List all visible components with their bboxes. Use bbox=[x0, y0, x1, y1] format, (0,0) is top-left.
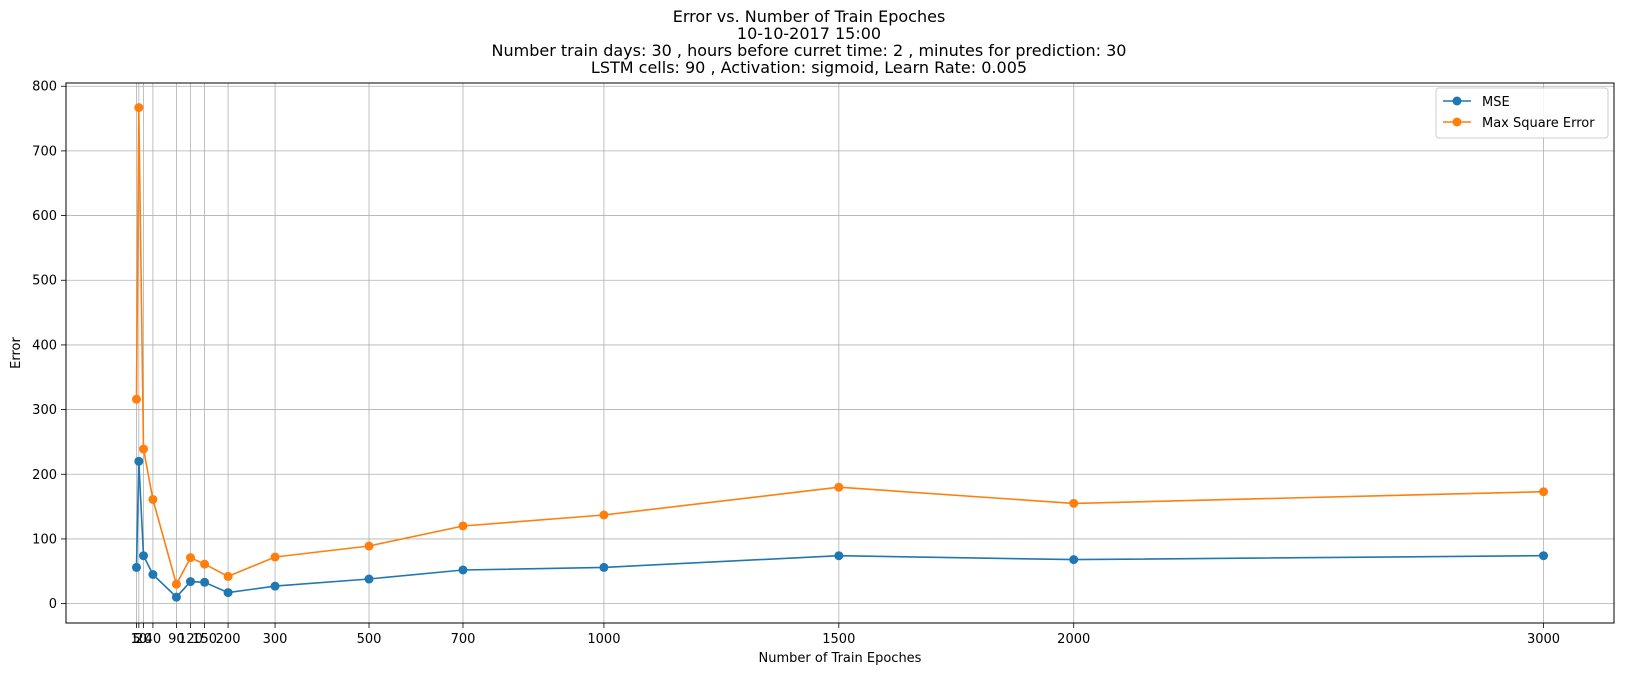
x-tick-label: 20 bbox=[135, 632, 152, 647]
data-point-max-square-error bbox=[364, 541, 374, 551]
y-axis-ticks: 0 100 200 300 400 500 600 700 800 bbox=[32, 80, 66, 612]
legend-max-marker bbox=[1452, 117, 1462, 127]
plot-frame bbox=[65, 82, 1615, 624]
y-tick-label: 100 bbox=[32, 532, 57, 547]
y-axis-label: Error bbox=[9, 337, 24, 369]
x-tick-label: 2000 bbox=[1057, 632, 1090, 647]
data-point-mse bbox=[270, 581, 280, 591]
data-point-max-square-error bbox=[1069, 498, 1079, 508]
y-tick-label: 400 bbox=[32, 338, 57, 353]
data-point-max-square-error bbox=[134, 103, 144, 113]
series-line-mse bbox=[135, 460, 1544, 598]
y-tick-label: 800 bbox=[32, 80, 57, 95]
data-point-mse bbox=[458, 565, 468, 575]
x-tick-label: 3000 bbox=[1527, 632, 1560, 647]
data-point-max-square-error bbox=[270, 552, 280, 562]
data-point-mse bbox=[134, 456, 144, 466]
series-line-max-square-error bbox=[135, 106, 1544, 586]
y-tick-label: 0 bbox=[49, 597, 57, 612]
data-point-mse bbox=[185, 577, 195, 587]
chart-title-line-1: Error vs. Number of Train Epoches bbox=[673, 7, 946, 26]
y-tick-label: 300 bbox=[32, 403, 57, 418]
data-point-mse bbox=[171, 592, 181, 602]
y-tick-label: 200 bbox=[32, 468, 57, 483]
y-tick-label: 700 bbox=[32, 144, 57, 159]
data-point-max-square-error bbox=[1539, 487, 1549, 497]
chart-title-line-2: 10-10-2017 15:00 bbox=[737, 24, 881, 43]
chart-title-line-3: Number train days: 30 , hours before cur… bbox=[492, 41, 1127, 60]
x-tick-label: 1500 bbox=[822, 632, 855, 647]
data-point-mse bbox=[139, 551, 149, 561]
legend-mse-label: MSE bbox=[1482, 95, 1510, 110]
x-tick-label: 90 bbox=[168, 632, 185, 647]
data-point-mse bbox=[131, 562, 141, 572]
data-point-mse bbox=[1539, 551, 1549, 561]
data-point-max-square-error bbox=[200, 559, 210, 569]
data-point-mse bbox=[148, 569, 158, 579]
chart-title-line-4: LSTM cells: 90 , Activation: sigmoid, Le… bbox=[591, 58, 1027, 77]
legend-box bbox=[1435, 87, 1609, 139]
legend-max-label: Max Square Error bbox=[1482, 116, 1595, 131]
data-point-mse bbox=[1069, 555, 1079, 565]
data-point-mse bbox=[834, 551, 844, 561]
data-point-mse bbox=[223, 588, 233, 598]
data-point-max-square-error bbox=[223, 571, 233, 581]
y-tick-label: 600 bbox=[32, 209, 57, 224]
x-tick-label: 500 bbox=[357, 632, 382, 647]
data-point-max-square-error bbox=[148, 494, 158, 504]
data-point-mse bbox=[364, 574, 374, 584]
x-tick-label: 120 bbox=[178, 632, 203, 647]
legend: MSE Max Square Error bbox=[1435, 87, 1609, 139]
x-axis-label: Number of Train Epoches bbox=[759, 651, 922, 666]
x-tick-label: 1000 bbox=[587, 632, 620, 647]
data-point-mse bbox=[200, 577, 210, 587]
data-point-mse bbox=[599, 562, 609, 572]
data-point-max-square-error bbox=[599, 510, 609, 520]
legend-mse-marker bbox=[1452, 96, 1462, 106]
series-layer bbox=[131, 103, 1549, 602]
y-tick-label: 500 bbox=[32, 274, 57, 289]
data-point-max-square-error bbox=[139, 444, 149, 454]
x-tick-label: 10 bbox=[131, 632, 148, 647]
data-point-max-square-error bbox=[171, 579, 181, 589]
data-point-max-square-error bbox=[131, 394, 141, 404]
x-tick-label: 150 bbox=[192, 632, 217, 647]
x-tick-label: 700 bbox=[451, 632, 476, 647]
x-tick-label: 5 bbox=[132, 632, 140, 647]
x-tick-label: 40 bbox=[145, 632, 162, 647]
data-point-max-square-error bbox=[458, 521, 468, 531]
data-point-max-square-error bbox=[834, 482, 844, 492]
grid-lines bbox=[66, 83, 1614, 623]
data-point-max-square-error bbox=[185, 553, 195, 563]
x-tick-label: 200 bbox=[216, 632, 241, 647]
x-tick-label: 300 bbox=[263, 632, 288, 647]
